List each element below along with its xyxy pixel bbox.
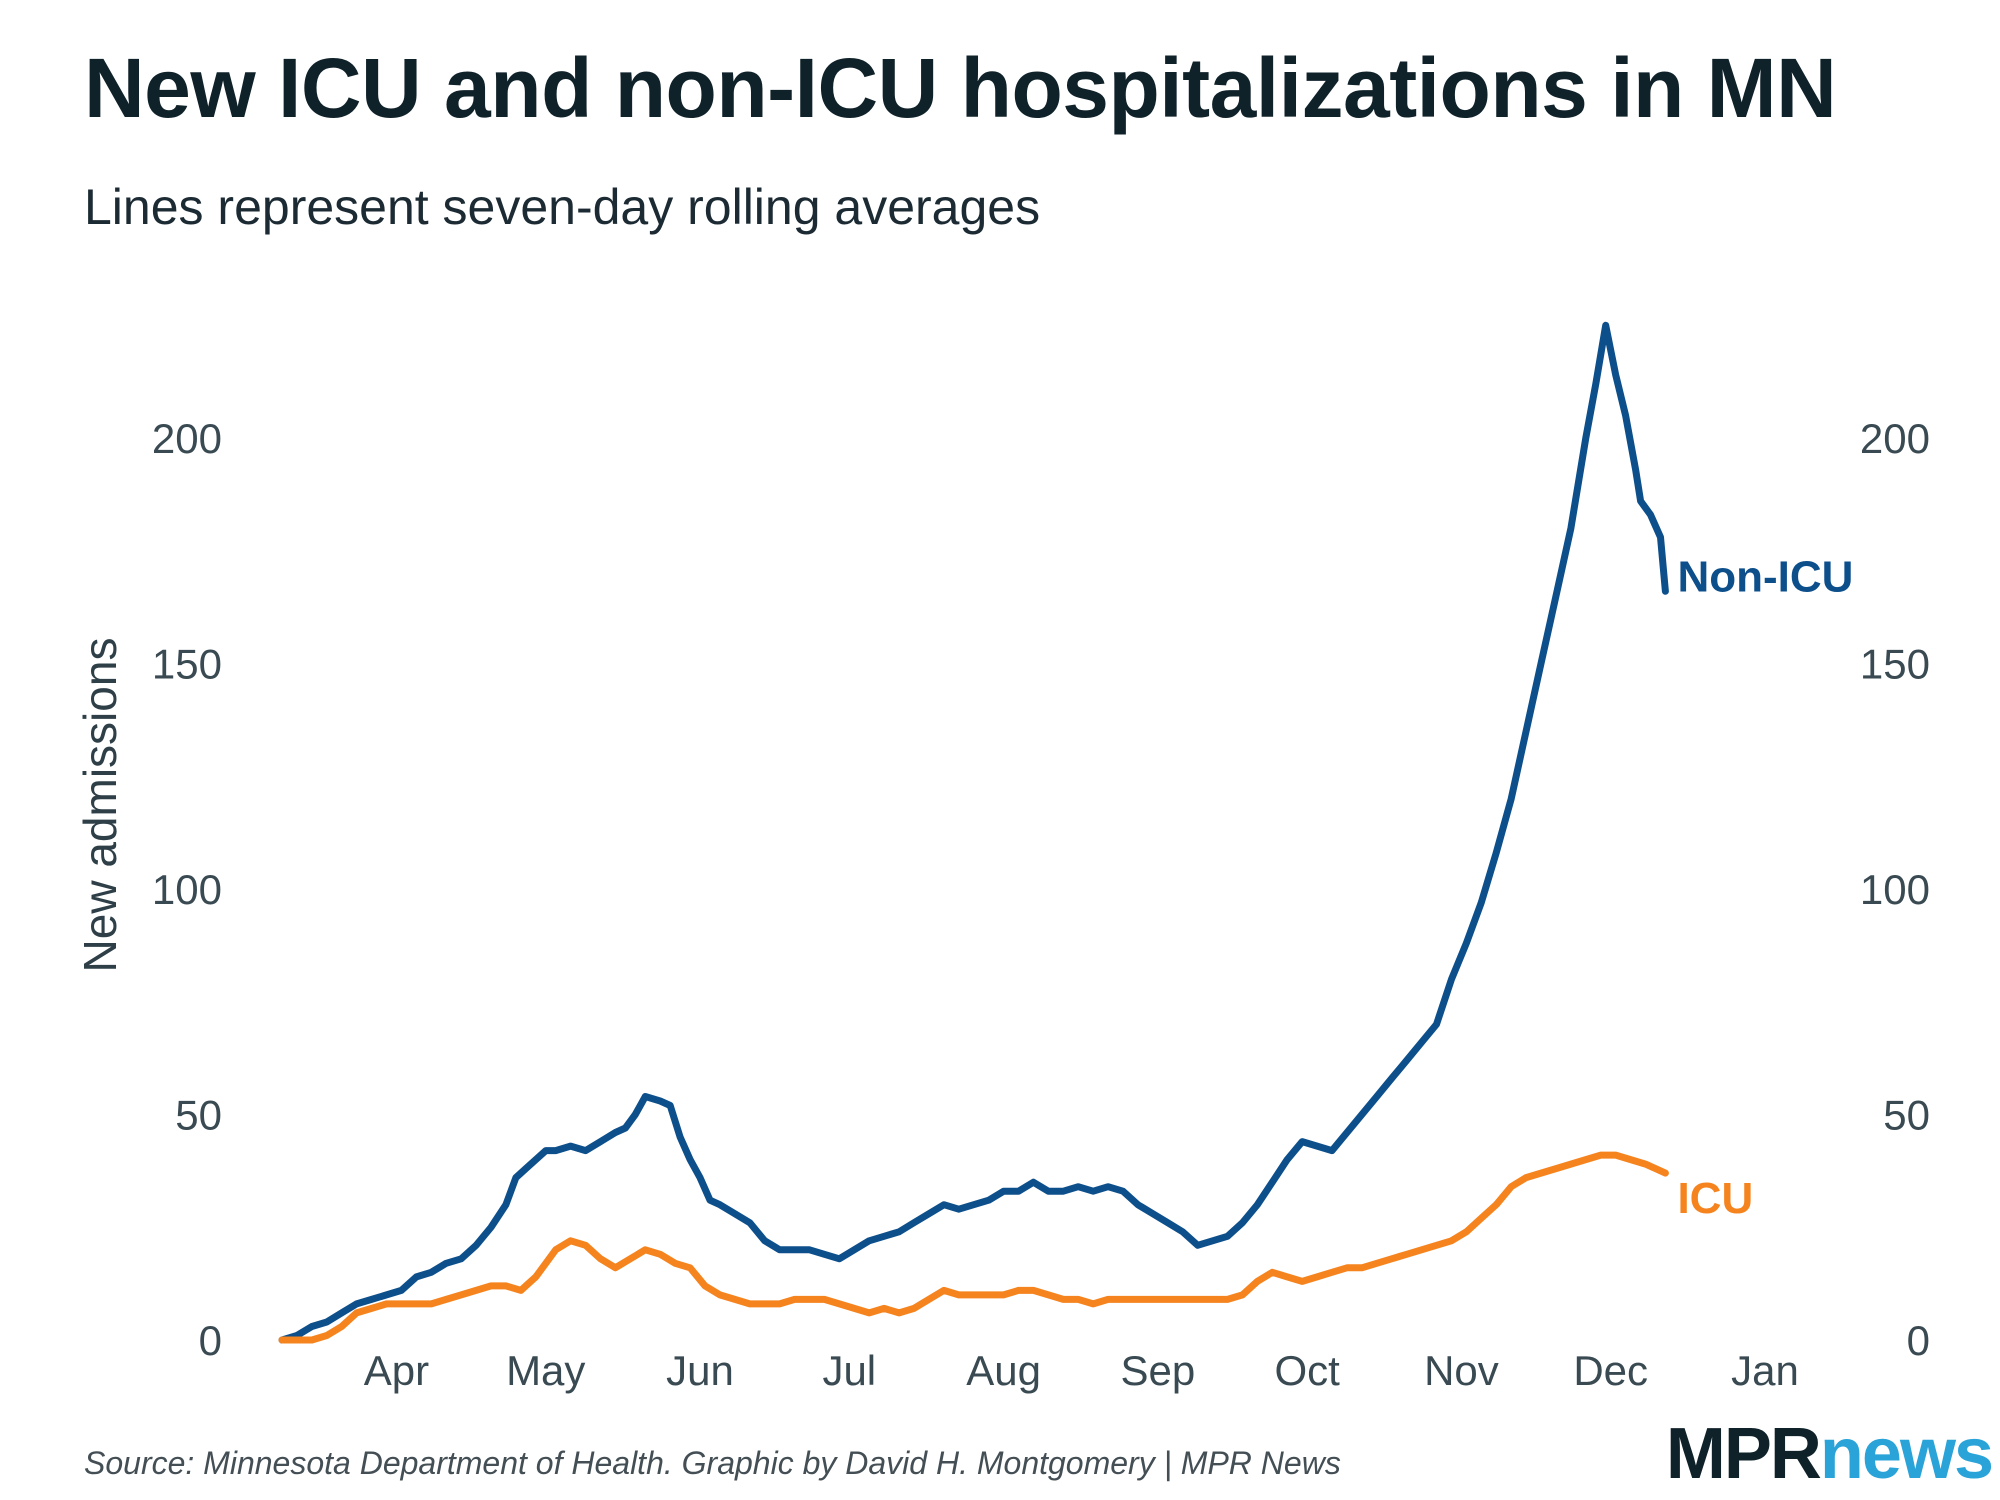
series-line-non-icu bbox=[278, 321, 1669, 1344]
y-tick-right: 200 bbox=[1860, 415, 1930, 462]
x-tick-may: May bbox=[506, 1347, 585, 1394]
x-tick-oct: Oct bbox=[1274, 1347, 1340, 1394]
page-subtitle: Lines represent seven-day rolling averag… bbox=[84, 179, 1041, 235]
x-tick-jan: Jan bbox=[1731, 1347, 1799, 1394]
y-tick-left: 200 bbox=[152, 415, 222, 462]
x-tick-nov: Nov bbox=[1424, 1347, 1499, 1394]
series-label-icu: ICU bbox=[1677, 1174, 1753, 1223]
y-axis-right: 0 50 100 150 200 bbox=[1860, 415, 1930, 1364]
x-tick-dec: Dec bbox=[1573, 1347, 1648, 1394]
y-tick-right: 50 bbox=[1883, 1092, 1930, 1139]
y-tick-right: 150 bbox=[1860, 641, 1930, 688]
plot-lines bbox=[278, 321, 1669, 1344]
y-tick-left: 50 bbox=[175, 1092, 222, 1139]
series-label-non-icu: Non-ICU bbox=[1677, 552, 1853, 601]
y-tick-left: 100 bbox=[152, 866, 222, 913]
x-tick-apr: Apr bbox=[364, 1347, 429, 1394]
x-axis: Apr May Jun Jul Aug Sep Oct Nov Dec Jan bbox=[364, 1347, 1799, 1394]
x-tick-aug: Aug bbox=[966, 1347, 1041, 1394]
x-tick-jul: Jul bbox=[822, 1347, 876, 1394]
mpr-news-logo: MPRnews bbox=[1666, 1418, 1994, 1490]
source-note: Source: Minnesota Department of Health. … bbox=[84, 1445, 1341, 1481]
y-axis-left: 0 50 100 150 200 bbox=[152, 415, 222, 1364]
series-line-icu bbox=[278, 1151, 1669, 1344]
x-tick-jun: Jun bbox=[666, 1347, 734, 1394]
series-labels: Non-ICU ICU bbox=[1677, 552, 1853, 1223]
logo-mpr: MPR bbox=[1665, 1414, 1822, 1494]
y-tick-left: 150 bbox=[152, 641, 222, 688]
y-tick-left: 0 bbox=[199, 1317, 222, 1364]
page-title: New ICU and non-ICU hospitalizations in … bbox=[84, 41, 1837, 135]
y-tick-right: 100 bbox=[1860, 866, 1930, 913]
x-tick-sep: Sep bbox=[1120, 1347, 1195, 1394]
chart: 0 50 100 150 200 0 50 100 150 200 Apr May Jun Jul Au… bbox=[152, 321, 1930, 1394]
y-tick-right: 0 bbox=[1907, 1317, 1930, 1364]
logo-news: news bbox=[1819, 1414, 1994, 1494]
